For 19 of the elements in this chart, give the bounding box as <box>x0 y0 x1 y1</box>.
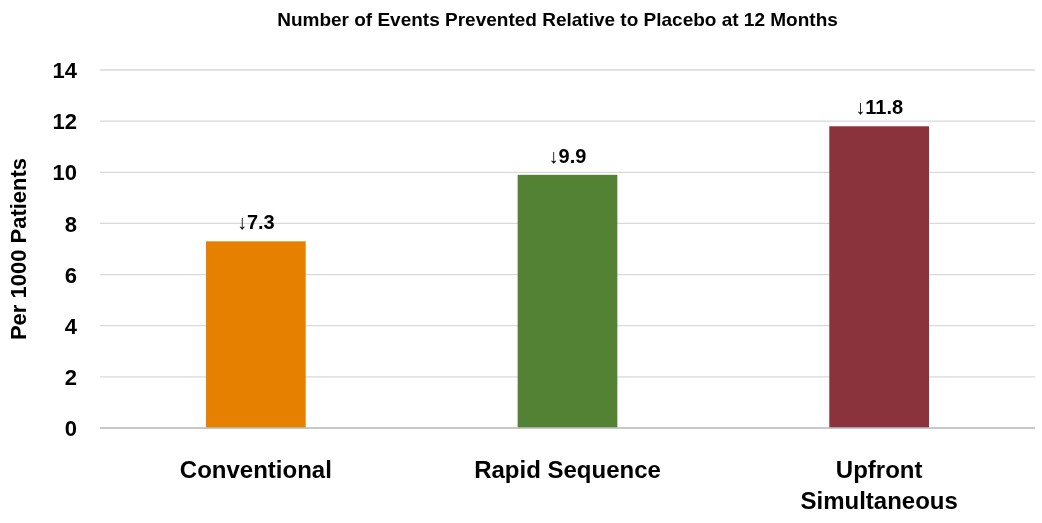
y-tick-label: 4 <box>64 313 78 339</box>
y-tick-label: 0 <box>64 416 77 442</box>
data-label: ↓9.9 <box>548 144 587 167</box>
bar <box>205 241 306 428</box>
y-tick-label: 12 <box>52 109 77 135</box>
y-axis-title: Per 1000 Patients <box>6 157 31 341</box>
y-tick-label: 6 <box>64 262 77 288</box>
x-tick-label: Rapid Sequence <box>474 456 661 483</box>
data-label: ↓11.8 <box>855 96 904 119</box>
chart-title: Number of Events Prevented Relative to Placebo at 12 Months <box>277 9 838 30</box>
y-tick-label: 8 <box>64 211 77 237</box>
bar <box>517 174 618 428</box>
data-label: ↓7.3 <box>236 211 275 234</box>
bar <box>829 126 930 428</box>
x-tick-label: Upfront Simultaneous <box>800 456 958 515</box>
y-tick-label: 10 <box>52 160 77 186</box>
x-tick-label: Conventional <box>179 456 332 483</box>
y-tick-label: 14 <box>52 58 78 84</box>
y-tick-label: 2 <box>64 365 77 391</box>
